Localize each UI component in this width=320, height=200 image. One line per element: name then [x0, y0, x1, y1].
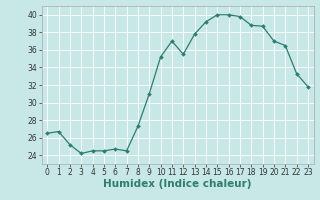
X-axis label: Humidex (Indice chaleur): Humidex (Indice chaleur)	[103, 179, 252, 189]
